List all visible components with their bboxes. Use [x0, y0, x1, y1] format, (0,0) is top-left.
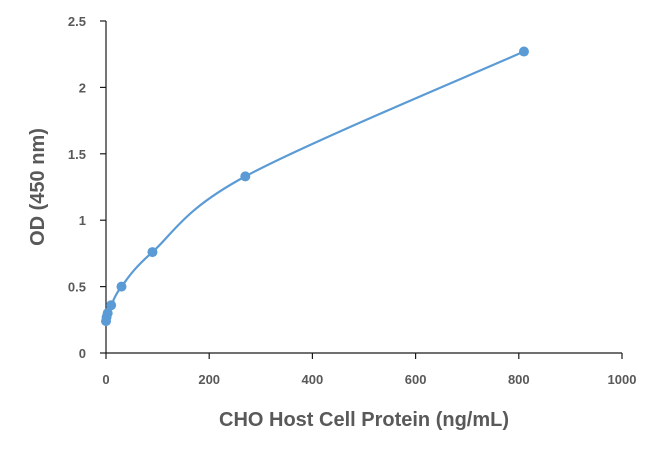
y-tick-label: 2.5 [68, 14, 86, 29]
y-axis-title: OD (450 nm) [27, 128, 49, 246]
y-tick-label: 1 [79, 213, 86, 228]
series-line [104, 50, 526, 323]
y-ticks: 0 0.5 1 1.5 2 2.5 [68, 14, 106, 361]
x-tick-label: 800 [508, 372, 530, 387]
data-point [240, 171, 251, 182]
data-point [518, 46, 529, 57]
data-point [102, 308, 113, 319]
data-point [106, 300, 117, 311]
x-tick-label: 600 [405, 372, 427, 387]
axes: 0 200 400 600 800 1000 0 0.5 1 1.5 2 2.5 [68, 14, 637, 387]
data-point [147, 247, 158, 258]
x-tick-label: 0 [102, 372, 109, 387]
y-tick-label: 1.5 [68, 147, 86, 162]
x-ticks: 0 200 400 600 800 1000 [102, 353, 636, 387]
y-tick-label: 0 [79, 346, 86, 361]
series [101, 46, 529, 327]
y-tick-label: 2 [79, 80, 86, 95]
x-axis-title: CHO Host Cell Protein (ng/mL) [219, 409, 509, 431]
x-tick-label: 1000 [608, 372, 637, 387]
x-tick-label: 200 [198, 372, 220, 387]
data-point [116, 281, 127, 292]
x-tick-label: 400 [302, 372, 324, 387]
y-tick-label: 0.5 [68, 280, 86, 295]
